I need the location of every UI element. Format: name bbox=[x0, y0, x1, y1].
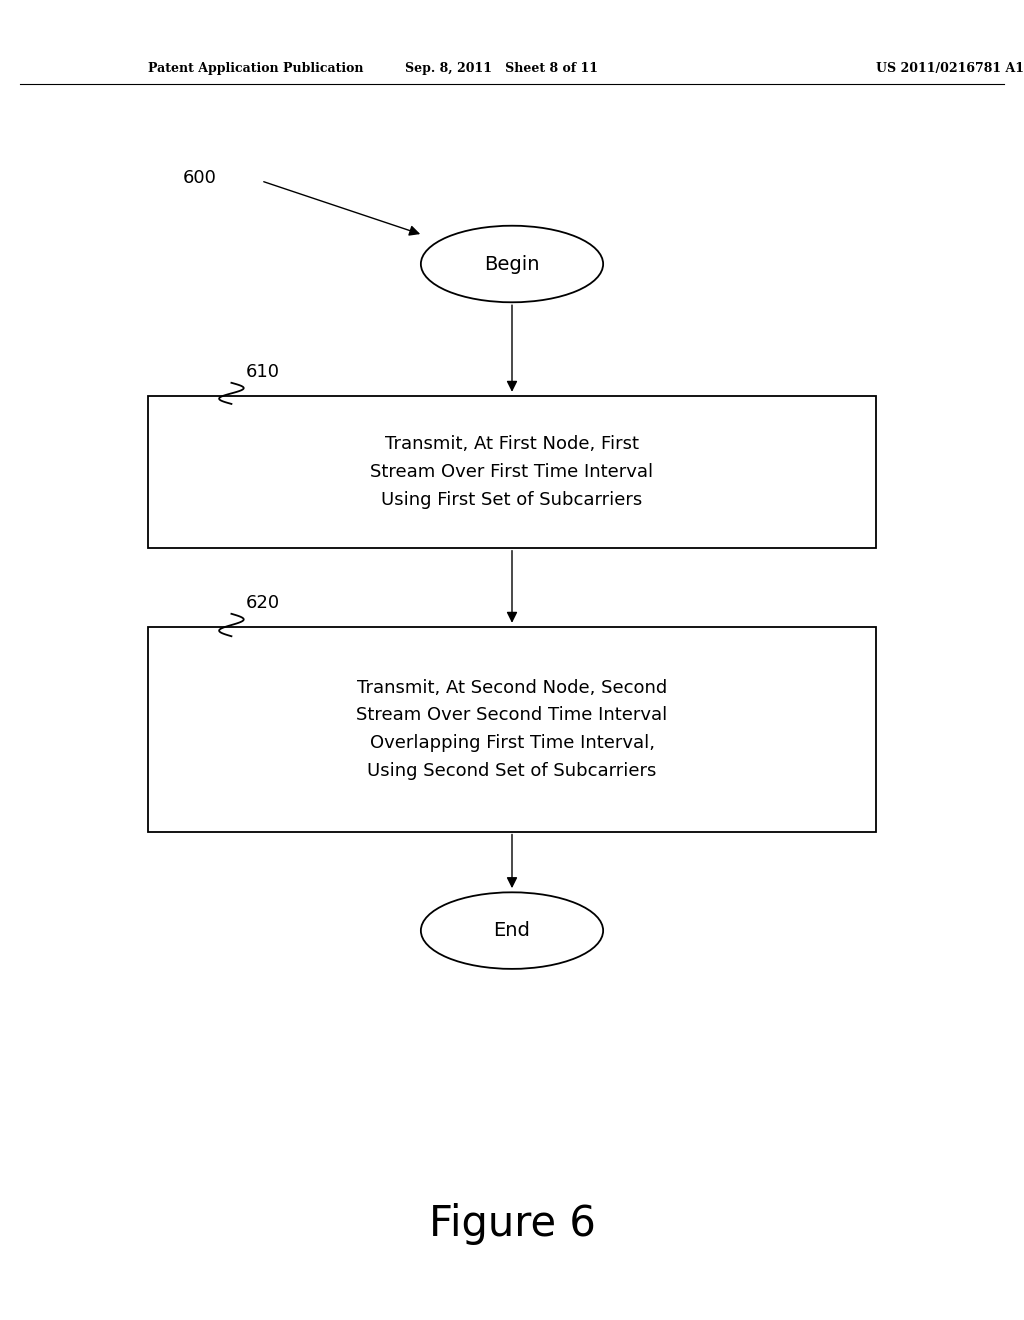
Text: Figure 6: Figure 6 bbox=[429, 1203, 595, 1245]
Text: Transmit, At First Node, First
Stream Over First Time Interval
Using First Set o: Transmit, At First Node, First Stream Ov… bbox=[371, 436, 653, 508]
Text: 620: 620 bbox=[246, 594, 280, 612]
Text: US 2011/0216781 A1: US 2011/0216781 A1 bbox=[876, 62, 1024, 75]
Text: End: End bbox=[494, 921, 530, 940]
Text: 600: 600 bbox=[182, 169, 216, 187]
Text: 610: 610 bbox=[246, 363, 280, 381]
Text: Sep. 8, 2011   Sheet 8 of 11: Sep. 8, 2011 Sheet 8 of 11 bbox=[406, 62, 598, 75]
Text: Transmit, At Second Node, Second
Stream Over Second Time Interval
Overlapping Fi: Transmit, At Second Node, Second Stream … bbox=[356, 678, 668, 780]
Text: Patent Application Publication: Patent Application Publication bbox=[148, 62, 364, 75]
Text: Begin: Begin bbox=[484, 255, 540, 273]
